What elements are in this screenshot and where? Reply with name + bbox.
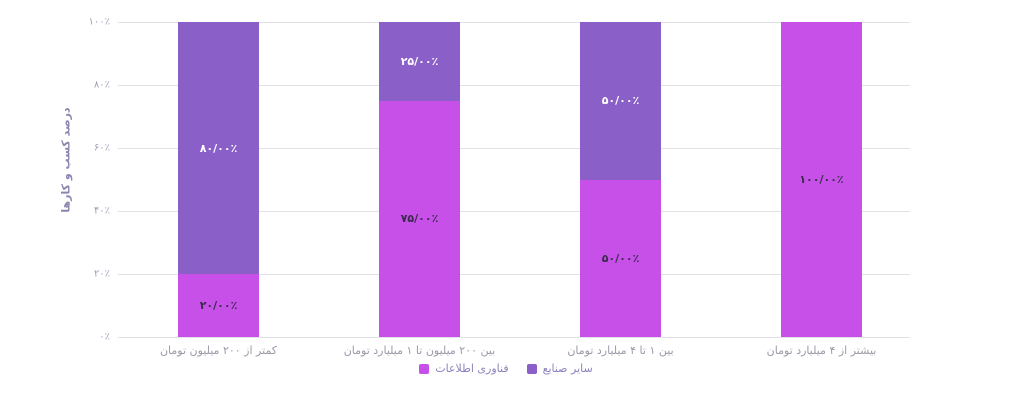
- legend-swatch-icon: [419, 363, 430, 374]
- x-axis-category-label: بیشتر از ۴ میلیارد تومان: [766, 344, 877, 357]
- y-tick-label: ۲۰٪: [93, 268, 110, 280]
- legend-item-others[interactable]: سایر صنایع: [526, 362, 593, 375]
- legend: فناوری اطلاعات سایر صنایع: [0, 362, 1012, 375]
- gridline: [118, 274, 910, 275]
- segment-value-label: ۲۰/۰۰٪: [199, 299, 238, 312]
- legend-item-label: فناوری اطلاعات: [435, 362, 509, 375]
- x-axis-category-label: کمتر از ۲۰۰ میلیون تومان: [159, 344, 278, 357]
- y-axis-title: درصد کسب و کارها: [59, 107, 73, 213]
- y-tick-label: ۸۰٪: [93, 79, 110, 91]
- legend-swatch-icon: [526, 363, 537, 374]
- y-tick-label: ۱۰۰٪: [88, 16, 110, 28]
- y-tick-label: ۴۰٪: [93, 205, 110, 217]
- segment-value-label: ۵۰/۰۰٪: [601, 94, 640, 108]
- plot-area: ۸۰/۰۰٪ ۲۰/۰۰٪ ۲۵/۰۰٪ ۷۵/۰۰٪ ۵۰/۰۰٪ ۵۰/۰۰٪ ۱۰۰/…: [118, 22, 910, 338]
- gridline: [118, 211, 910, 212]
- gridline: [118, 85, 910, 86]
- bar-category-4: ۱۰۰/۰۰٪: [781, 22, 862, 337]
- segment-value-label: ۸۰/۰۰٪: [199, 141, 238, 155]
- segment-value-label: ۲۵/۰۰٪: [400, 54, 439, 68]
- gridline: [118, 337, 910, 338]
- bar-segment-it[interactable]: ۵۰/۰۰٪: [580, 179, 661, 337]
- bar-category-2: ۲۵/۰۰٪ ۷۵/۰۰٪: [379, 22, 460, 337]
- x-axis-category-label: بین ۱ تا ۴ میلیارد تومان: [567, 344, 674, 357]
- bar-segment-it[interactable]: ۷۵/۰۰٪: [379, 100, 460, 337]
- gridline: [118, 148, 910, 149]
- x-axis-category-label: بین ۲۰۰ میلیون تا ۱ میلیارد تومان: [343, 344, 496, 357]
- segment-value-label: ۵۰/۰۰٪: [601, 251, 640, 265]
- legend-item-label: سایر صنایع: [542, 362, 593, 375]
- bar-category-1: ۸۰/۰۰٪ ۲۰/۰۰٪: [178, 22, 259, 337]
- y-tick-label: ۶۰٪: [93, 142, 110, 154]
- bar-segment-others[interactable]: ۸۰/۰۰٪: [178, 22, 259, 274]
- legend-item-it[interactable]: فناوری اطلاعات: [419, 362, 509, 375]
- bar-segment-others[interactable]: ۵۰/۰۰٪: [580, 22, 661, 180]
- segment-value-label: ۱۰۰/۰۰٪: [799, 173, 844, 186]
- gridline: [118, 22, 910, 23]
- bar-category-3: ۵۰/۰۰٪ ۵۰/۰۰٪: [580, 22, 661, 337]
- bar-segment-others[interactable]: ۲۵/۰۰٪: [379, 22, 460, 101]
- bar-segment-it[interactable]: ۲۰/۰۰٪: [178, 274, 259, 337]
- segment-value-label: ۷۵/۰۰٪: [400, 212, 439, 226]
- bar-segment-it[interactable]: ۱۰۰/۰۰٪: [781, 22, 862, 337]
- y-tick-label: ۰٪: [99, 331, 110, 343]
